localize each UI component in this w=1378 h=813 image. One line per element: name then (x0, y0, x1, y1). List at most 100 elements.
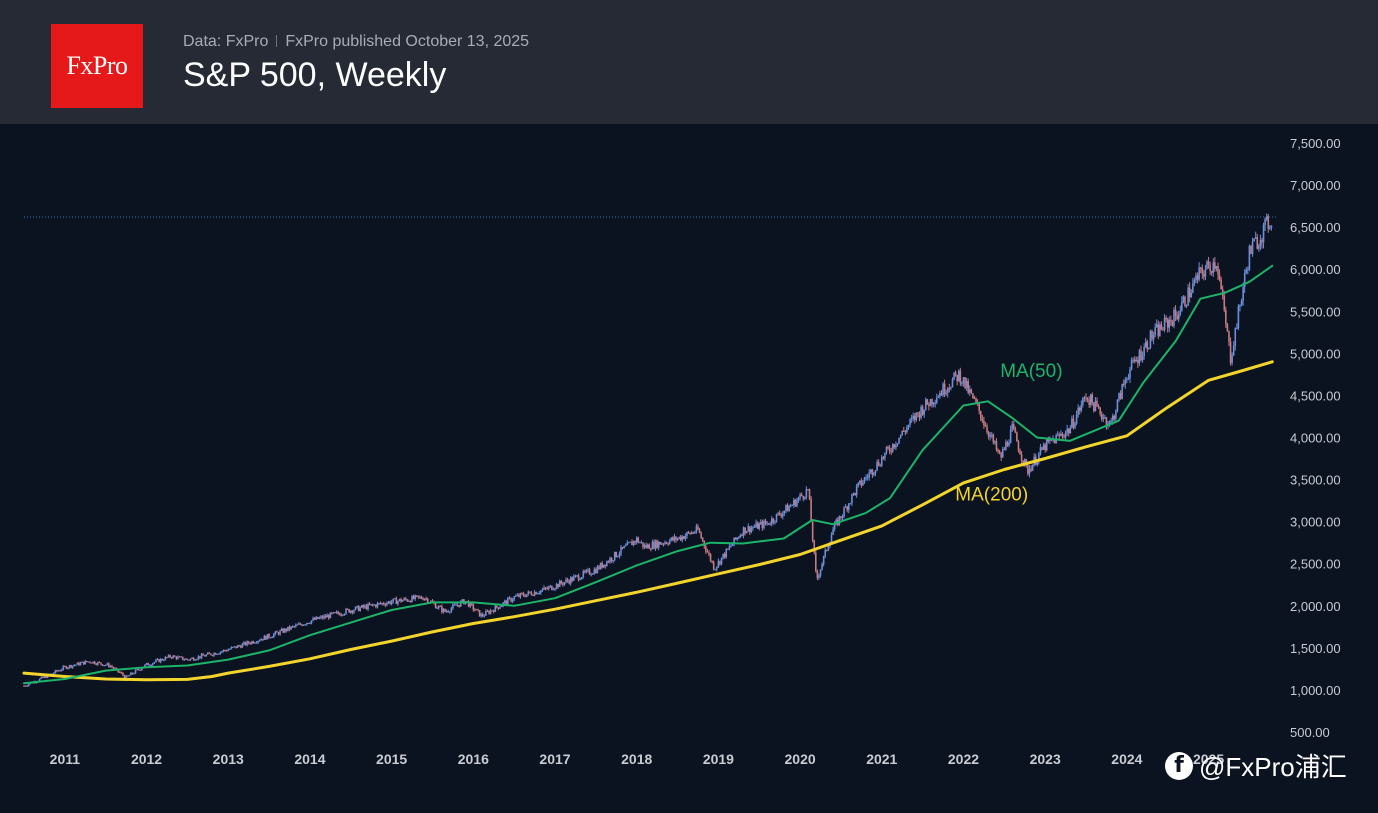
candle-body (752, 527, 754, 529)
candle-body (232, 646, 234, 648)
candle-body (1248, 246, 1251, 270)
candle-body (555, 584, 558, 589)
candle-body (672, 537, 674, 541)
candle-body (961, 383, 963, 385)
candle-body (712, 562, 715, 570)
candle-body (668, 540, 671, 545)
candle-body (1086, 398, 1089, 401)
candle-body (934, 402, 937, 404)
candle-body (411, 596, 413, 603)
candle-body (940, 393, 943, 396)
candle-body (367, 603, 369, 610)
candle-body (1126, 379, 1128, 381)
candle-body (833, 523, 836, 530)
candle-body (1137, 359, 1139, 364)
candle-body (536, 593, 539, 595)
candle-body (844, 506, 847, 508)
candle-body (1108, 421, 1111, 425)
candle-body (895, 444, 897, 448)
candle-body (1078, 407, 1081, 411)
x-tick-label: 2020 (785, 751, 816, 767)
candle-body (821, 564, 823, 570)
candle-body (646, 544, 649, 548)
candle-body (648, 544, 651, 549)
candle-body (981, 418, 984, 421)
candle-body (313, 618, 316, 620)
candle-body (813, 540, 816, 553)
candle-body (141, 668, 143, 671)
candle-body (475, 609, 478, 611)
candle-body (403, 598, 405, 601)
candle-body (738, 537, 740, 539)
candle-body (329, 612, 332, 619)
candle-body (1122, 383, 1125, 385)
candle-body (896, 443, 899, 445)
candle-body (851, 494, 853, 504)
candle-body (159, 658, 162, 663)
candle-body (342, 614, 344, 616)
candle-body (420, 596, 423, 599)
candle-body (986, 426, 988, 433)
candle-body (687, 532, 690, 534)
candle-body (183, 659, 186, 661)
candle-body (155, 659, 157, 663)
candle-body (461, 599, 464, 602)
candle-body (684, 535, 687, 539)
candle-body (711, 560, 713, 563)
candle-body (815, 552, 817, 571)
candle-body (1012, 424, 1015, 429)
candle-body (541, 589, 544, 591)
candle-body (320, 616, 322, 618)
candle-body (414, 595, 416, 599)
candle-body (56, 670, 58, 672)
candle-body (780, 515, 783, 517)
candle-body (1179, 310, 1182, 315)
candle-body (1199, 267, 1202, 269)
candle-body (1254, 237, 1257, 239)
candle-body (574, 575, 577, 577)
candle-body (119, 671, 121, 673)
candle-body (1001, 449, 1004, 458)
candle-body (898, 437, 900, 444)
candle-body (362, 605, 365, 608)
candle-body (282, 629, 285, 633)
candle-body (1006, 442, 1009, 446)
candle-body (1160, 324, 1163, 330)
candle-body (745, 531, 748, 534)
candle-body (134, 669, 137, 674)
candle-body (393, 598, 396, 600)
candle-body (700, 532, 702, 538)
candle-body (640, 542, 643, 544)
candle-body (1203, 273, 1205, 277)
candle-body (346, 608, 349, 610)
candle-body (653, 541, 655, 549)
candle-body (854, 492, 856, 496)
candle-body (211, 655, 214, 657)
candle-body (1053, 439, 1056, 444)
candle-body (332, 612, 335, 614)
candle-body (855, 486, 858, 496)
candle-body (580, 577, 583, 580)
candle-body (857, 482, 860, 487)
candle-body (1177, 314, 1180, 320)
candle-body (734, 537, 737, 540)
candle-body (199, 656, 201, 659)
candle-body (23, 685, 25, 687)
candle-body (196, 659, 198, 661)
candle-body (923, 409, 926, 415)
candle-body (852, 492, 855, 495)
candle-body (778, 512, 781, 516)
candle-body (236, 645, 239, 648)
candle-body (261, 639, 264, 641)
candle-body (425, 598, 427, 600)
candle-body (635, 537, 638, 543)
candle-body (686, 532, 688, 536)
candle-body (1236, 328, 1238, 330)
candle-body (133, 673, 135, 675)
candle-body (544, 587, 547, 589)
candle-body (400, 598, 402, 602)
candle-body (81, 661, 83, 663)
y-tick-label: 500.00 (1290, 725, 1330, 740)
candle-body (499, 606, 501, 609)
candle-body (304, 624, 307, 626)
